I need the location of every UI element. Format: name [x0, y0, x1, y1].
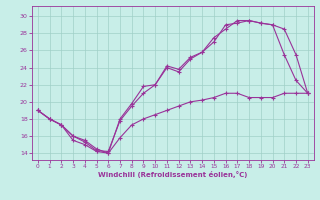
X-axis label: Windchill (Refroidissement éolien,°C): Windchill (Refroidissement éolien,°C) [98, 171, 247, 178]
